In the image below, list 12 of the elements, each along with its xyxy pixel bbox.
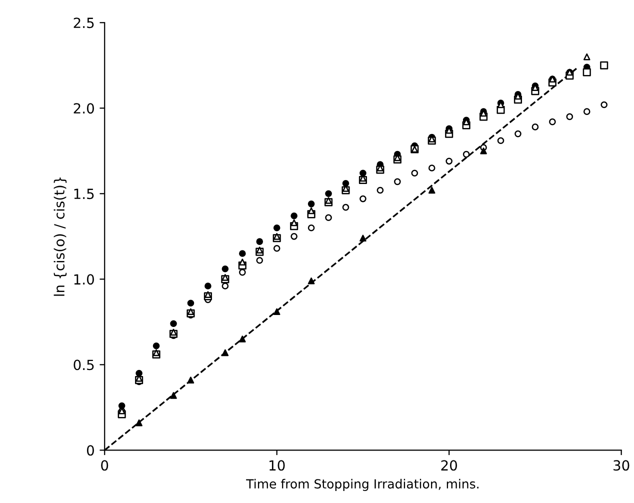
x-tick-label: 20 [441,460,457,471]
x-tick-label: 10 [270,460,285,471]
x-axis-title: Time from Stopping Irradiation, mins. [246,478,478,491]
y-tick-label: 1.0 [74,274,94,285]
y-tick-label: 1.5 [74,188,94,200]
x-tick-label: 30 [614,460,630,471]
y-tick-label: 2.0 [74,103,94,114]
y-axis-title: ln {cis(o) / cis(t)} [54,177,67,296]
y-tick-label: 0.5 [74,360,94,370]
y-tick-label: 2.5 [74,18,94,28]
y-tick-label: 0 [86,445,94,456]
x-tick-label: 0 [101,460,108,471]
